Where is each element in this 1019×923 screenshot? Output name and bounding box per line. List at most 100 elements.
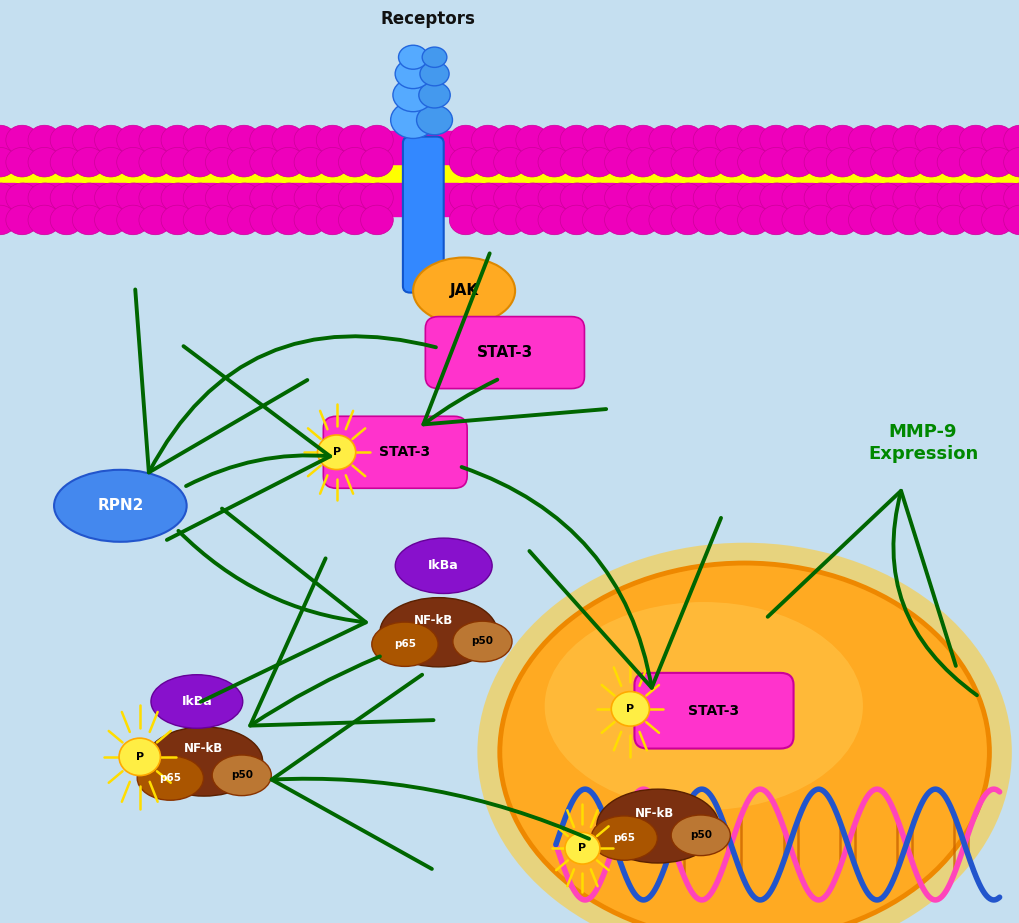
Text: NF-kB: NF-kB bbox=[414, 614, 452, 627]
Circle shape bbox=[227, 205, 260, 234]
Circle shape bbox=[0, 126, 16, 155]
Circle shape bbox=[604, 183, 637, 212]
Circle shape bbox=[626, 205, 658, 234]
Circle shape bbox=[449, 126, 482, 155]
Circle shape bbox=[50, 148, 83, 177]
Circle shape bbox=[516, 126, 548, 155]
Circle shape bbox=[870, 205, 903, 234]
Circle shape bbox=[183, 183, 216, 212]
Circle shape bbox=[610, 691, 649, 726]
Circle shape bbox=[936, 205, 969, 234]
Circle shape bbox=[95, 205, 127, 234]
Circle shape bbox=[671, 205, 703, 234]
Text: p50: p50 bbox=[689, 831, 711, 840]
Circle shape bbox=[980, 148, 1013, 177]
Ellipse shape bbox=[372, 622, 438, 666]
Circle shape bbox=[293, 148, 326, 177]
Circle shape bbox=[648, 183, 681, 212]
Ellipse shape bbox=[477, 543, 1011, 923]
Text: Receptors: Receptors bbox=[380, 9, 476, 28]
Circle shape bbox=[338, 183, 371, 212]
Circle shape bbox=[516, 183, 548, 212]
Text: P: P bbox=[626, 704, 634, 713]
Circle shape bbox=[759, 126, 792, 155]
FancyBboxPatch shape bbox=[403, 137, 443, 293]
Circle shape bbox=[72, 205, 105, 234]
Circle shape bbox=[449, 183, 482, 212]
Circle shape bbox=[139, 183, 171, 212]
Circle shape bbox=[848, 148, 880, 177]
Circle shape bbox=[471, 205, 503, 234]
Circle shape bbox=[582, 183, 614, 212]
Circle shape bbox=[936, 183, 969, 212]
Circle shape bbox=[6, 205, 39, 234]
Circle shape bbox=[28, 183, 60, 212]
Ellipse shape bbox=[419, 82, 449, 108]
Ellipse shape bbox=[413, 258, 515, 324]
Circle shape bbox=[892, 126, 924, 155]
Ellipse shape bbox=[452, 621, 512, 662]
Text: RPN2: RPN2 bbox=[97, 498, 144, 513]
Circle shape bbox=[737, 183, 769, 212]
Ellipse shape bbox=[145, 727, 263, 796]
FancyArrowPatch shape bbox=[250, 558, 433, 725]
Ellipse shape bbox=[151, 675, 243, 728]
Text: P: P bbox=[332, 448, 340, 457]
Circle shape bbox=[95, 126, 127, 155]
Circle shape bbox=[565, 833, 599, 864]
Ellipse shape bbox=[591, 816, 656, 860]
FancyArrowPatch shape bbox=[167, 346, 330, 540]
Circle shape bbox=[72, 126, 105, 155]
Circle shape bbox=[980, 205, 1013, 234]
Ellipse shape bbox=[380, 598, 497, 666]
Circle shape bbox=[537, 148, 570, 177]
Circle shape bbox=[161, 126, 194, 155]
FancyArrowPatch shape bbox=[178, 509, 366, 701]
Circle shape bbox=[693, 205, 726, 234]
Circle shape bbox=[6, 183, 39, 212]
Text: STAT-3: STAT-3 bbox=[379, 445, 430, 460]
Text: p65: p65 bbox=[159, 773, 181, 783]
Circle shape bbox=[0, 148, 16, 177]
Circle shape bbox=[471, 148, 503, 177]
Circle shape bbox=[803, 126, 836, 155]
Ellipse shape bbox=[671, 815, 730, 856]
FancyBboxPatch shape bbox=[323, 416, 467, 488]
Circle shape bbox=[959, 183, 991, 212]
Bar bbox=[0, 183, 1019, 216]
Circle shape bbox=[892, 148, 924, 177]
Circle shape bbox=[892, 183, 924, 212]
Circle shape bbox=[1003, 148, 1019, 177]
Bar bbox=[0, 159, 1019, 180]
Circle shape bbox=[825, 126, 858, 155]
Circle shape bbox=[1003, 205, 1019, 234]
Circle shape bbox=[250, 183, 282, 212]
Circle shape bbox=[914, 183, 947, 212]
Circle shape bbox=[139, 148, 171, 177]
Circle shape bbox=[782, 126, 814, 155]
Circle shape bbox=[316, 148, 348, 177]
Circle shape bbox=[183, 148, 216, 177]
Circle shape bbox=[870, 148, 903, 177]
Circle shape bbox=[959, 148, 991, 177]
Circle shape bbox=[782, 183, 814, 212]
Circle shape bbox=[559, 126, 592, 155]
Circle shape bbox=[959, 126, 991, 155]
Circle shape bbox=[116, 126, 149, 155]
Circle shape bbox=[493, 205, 526, 234]
Circle shape bbox=[493, 148, 526, 177]
Text: p65: p65 bbox=[393, 640, 416, 649]
Ellipse shape bbox=[596, 789, 718, 863]
Circle shape bbox=[205, 205, 237, 234]
Circle shape bbox=[227, 148, 260, 177]
Circle shape bbox=[161, 183, 194, 212]
Circle shape bbox=[272, 205, 305, 234]
Circle shape bbox=[361, 148, 393, 177]
Circle shape bbox=[803, 205, 836, 234]
Circle shape bbox=[161, 148, 194, 177]
Text: P: P bbox=[578, 844, 586, 853]
Circle shape bbox=[737, 148, 769, 177]
Circle shape bbox=[272, 183, 305, 212]
FancyBboxPatch shape bbox=[634, 673, 793, 749]
Bar bbox=[0, 131, 1019, 163]
